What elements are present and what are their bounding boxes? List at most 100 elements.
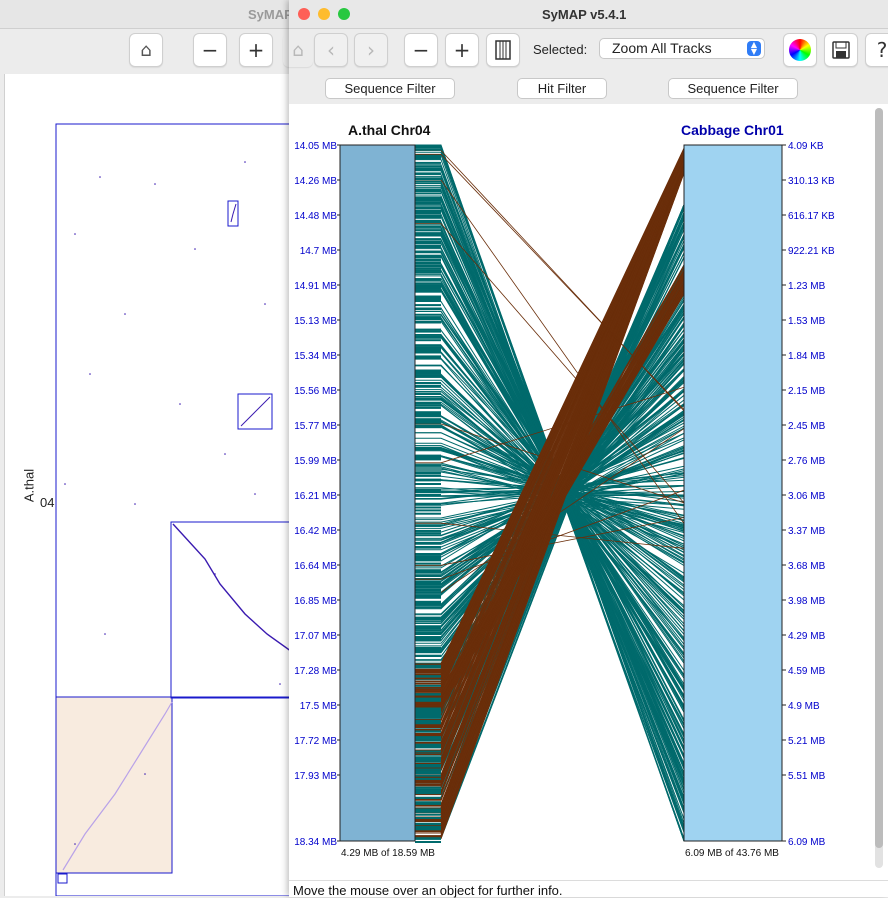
right-tick-label: 4.29 MB [788, 631, 826, 642]
hits-layer [415, 144, 709, 843]
alignment-canvas[interactable]: 14.05 MB 14.26 MB 14.48 MB 14.7 MB 14.91 MB 1… [289, 104, 888, 880]
left-hit-mark [415, 287, 441, 290]
show-tracks-button[interactable] [486, 33, 520, 67]
left-tick-label: 15.56 MB [294, 386, 337, 397]
left-hit-mark [415, 813, 441, 816]
left-tick-label: 15.99 MB [294, 456, 337, 467]
left-hit-mark [415, 666, 441, 669]
left-hit-mark [415, 308, 441, 310]
right-sequence-filter-button[interactable]: Sequence Filter [668, 78, 798, 99]
left-hit-mark [415, 464, 441, 467]
minus-icon: − [412, 38, 430, 62]
maximize-window-icon[interactable] [338, 8, 350, 20]
left-hit-mark [415, 372, 441, 374]
right-tick-label: 2.45 MB [788, 421, 826, 432]
right-tick-label: 5.51 MB [788, 771, 826, 782]
left-hit-mark [415, 595, 441, 598]
left-hit-mark [415, 479, 441, 482]
left-tick-label: 14.05 MB [294, 141, 337, 152]
left-hit-mark [415, 509, 441, 512]
zoom-mode-select[interactable]: Zoom All Tracks ▲ ▼ [599, 38, 765, 59]
left-hit-mark [415, 424, 441, 427]
left-hit-mark [415, 770, 441, 773]
right-tick-label: 6.09 MB [788, 837, 826, 848]
left-hit-mark [415, 808, 441, 811]
left-hit-mark [415, 750, 441, 753]
left-hit-mark [415, 168, 441, 171]
left-hit-mark [415, 570, 441, 573]
right-tick-label: 2.15 MB [788, 386, 826, 397]
left-hit-mark [415, 596, 441, 599]
close-window-icon[interactable] [298, 8, 310, 20]
left-hit-mark [415, 494, 441, 496]
left-hit-mark [415, 626, 441, 629]
left-hit-mark [415, 737, 441, 739]
left-hit-mark [415, 145, 441, 148]
left-hit-mark [415, 730, 441, 733]
zoom-in-button[interactable]: + [445, 33, 479, 67]
left-hit-mark [415, 295, 441, 298]
left-hit-mark [415, 261, 441, 264]
left-hit-mark [415, 382, 441, 384]
right-track-title: Cabbage Chr01 [681, 122, 784, 138]
left-hit-mark [415, 712, 441, 715]
left-hit-mark [415, 837, 441, 840]
left-sequence-filter-button[interactable]: Sequence Filter [325, 78, 455, 99]
left-hit-mark [415, 546, 441, 548]
left-hit-mark [415, 490, 441, 493]
left-hit-mark [415, 155, 441, 158]
window-title: SyMAP v5.4.1 [542, 7, 627, 22]
zoom-out-button[interactable]: − [193, 33, 227, 67]
home-icon: ⌂ [140, 39, 152, 61]
left-tick-label: 17.93 MB [294, 771, 337, 782]
dotplot-area[interactable] [4, 74, 295, 896]
alignment-svg[interactable]: 14.05 MB 14.26 MB 14.48 MB 14.7 MB 14.91 MB 1… [289, 104, 888, 880]
right-tick-label: 2.76 MB [788, 456, 826, 467]
left-hit-mark [415, 192, 441, 195]
dotplot-canvas[interactable] [5, 74, 295, 896]
left-tick-label: 16.64 MB [294, 561, 337, 572]
home-button[interactable]: ⌂ [129, 33, 163, 67]
y-axis-genome-label: A.thal [21, 468, 37, 503]
left-hit-mark [415, 369, 441, 372]
synteny-diagonal-faint [62, 701, 173, 871]
left-hit-mark [415, 746, 441, 748]
left-hit-mark [415, 426, 441, 429]
zoom-in-button[interactable]: + [239, 33, 273, 67]
left-hit-mark [415, 216, 441, 219]
forward-button[interactable]: › [354, 33, 388, 67]
left-hit-mark [415, 506, 441, 509]
minimize-window-icon[interactable] [318, 8, 330, 20]
left-hit-mark [415, 629, 441, 632]
left-hit-mark [415, 265, 441, 268]
left-track-title: A.thal Chr04 [348, 122, 431, 138]
left-track-summary: 4.29 MB of 18.59 MB [341, 848, 435, 859]
help-button[interactable]: ? [865, 33, 888, 67]
save-button[interactable] [824, 33, 858, 67]
left-hit-mark [415, 828, 441, 831]
status-bar: Move the mouse over an object for furthe… [289, 880, 888, 898]
left-hit-mark [415, 267, 441, 270]
back-button[interactable]: ‹ [314, 33, 348, 67]
left-hit-mark [415, 556, 441, 559]
hit-filter-button[interactable]: Hit Filter [517, 78, 607, 99]
left-hit-mark [415, 385, 441, 388]
scrollbar-thumb[interactable] [875, 108, 883, 848]
left-tick-label: 16.21 MB [294, 491, 337, 502]
left-tick-label: 14.91 MB [294, 281, 337, 292]
vertical-scrollbar[interactable] [875, 108, 883, 868]
home-button[interactable]: ⌂ [283, 33, 313, 67]
zoom-out-button[interactable]: − [404, 33, 438, 67]
left-hit-mark [415, 456, 441, 459]
left-hit-mark [415, 822, 441, 825]
left-hit-mark [415, 483, 441, 485]
color-button[interactable] [783, 33, 817, 67]
left-hit-mark [415, 413, 441, 416]
right-tick-label: 310.13 KB [788, 176, 835, 187]
left-hit-mark [415, 335, 441, 338]
left-tick-label: 16.42 MB [294, 526, 337, 537]
left-hit-mark [415, 756, 441, 759]
left-tick-label: 15.77 MB [294, 421, 337, 432]
left-hit-mark [415, 558, 441, 560]
left-tick-label: 17.28 MB [294, 666, 337, 677]
